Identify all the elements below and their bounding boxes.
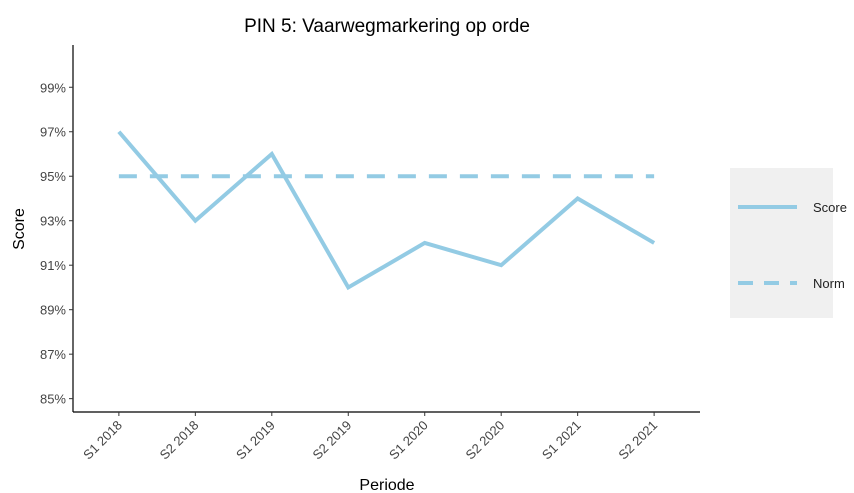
y-tick-label: 89% <box>40 303 66 318</box>
y-tick-label: 95% <box>40 169 66 184</box>
chart-title: PIN 5: Vaarwegmarkering op orde <box>244 16 530 37</box>
y-tick-label: 85% <box>40 392 66 407</box>
legend-box <box>730 168 833 318</box>
x-tick-label: S1 2020 <box>386 418 431 463</box>
y-axis-label: Score <box>11 208 28 250</box>
y-tick-label: 87% <box>40 347 66 362</box>
legend-label: Norm <box>813 276 845 291</box>
y-tick-label: 97% <box>40 125 66 140</box>
x-axis-label: Periode <box>359 477 414 493</box>
x-tick-label: S1 2019 <box>233 418 278 463</box>
x-tick-label: S2 2021 <box>615 418 660 463</box>
line-series <box>117 130 656 291</box>
y-tick-label: 93% <box>40 214 66 229</box>
y-tick-label: 99% <box>40 80 66 95</box>
legend-label: Score <box>813 200 847 215</box>
x-tick-label: S1 2021 <box>539 418 584 463</box>
x-tick-label: S1 2018 <box>80 418 125 463</box>
x-tick-label: S2 2018 <box>157 418 202 463</box>
x-tick-label: S2 2020 <box>462 418 507 463</box>
x-tick-label: S2 2019 <box>310 418 355 463</box>
y-tick-label: 91% <box>40 258 66 273</box>
